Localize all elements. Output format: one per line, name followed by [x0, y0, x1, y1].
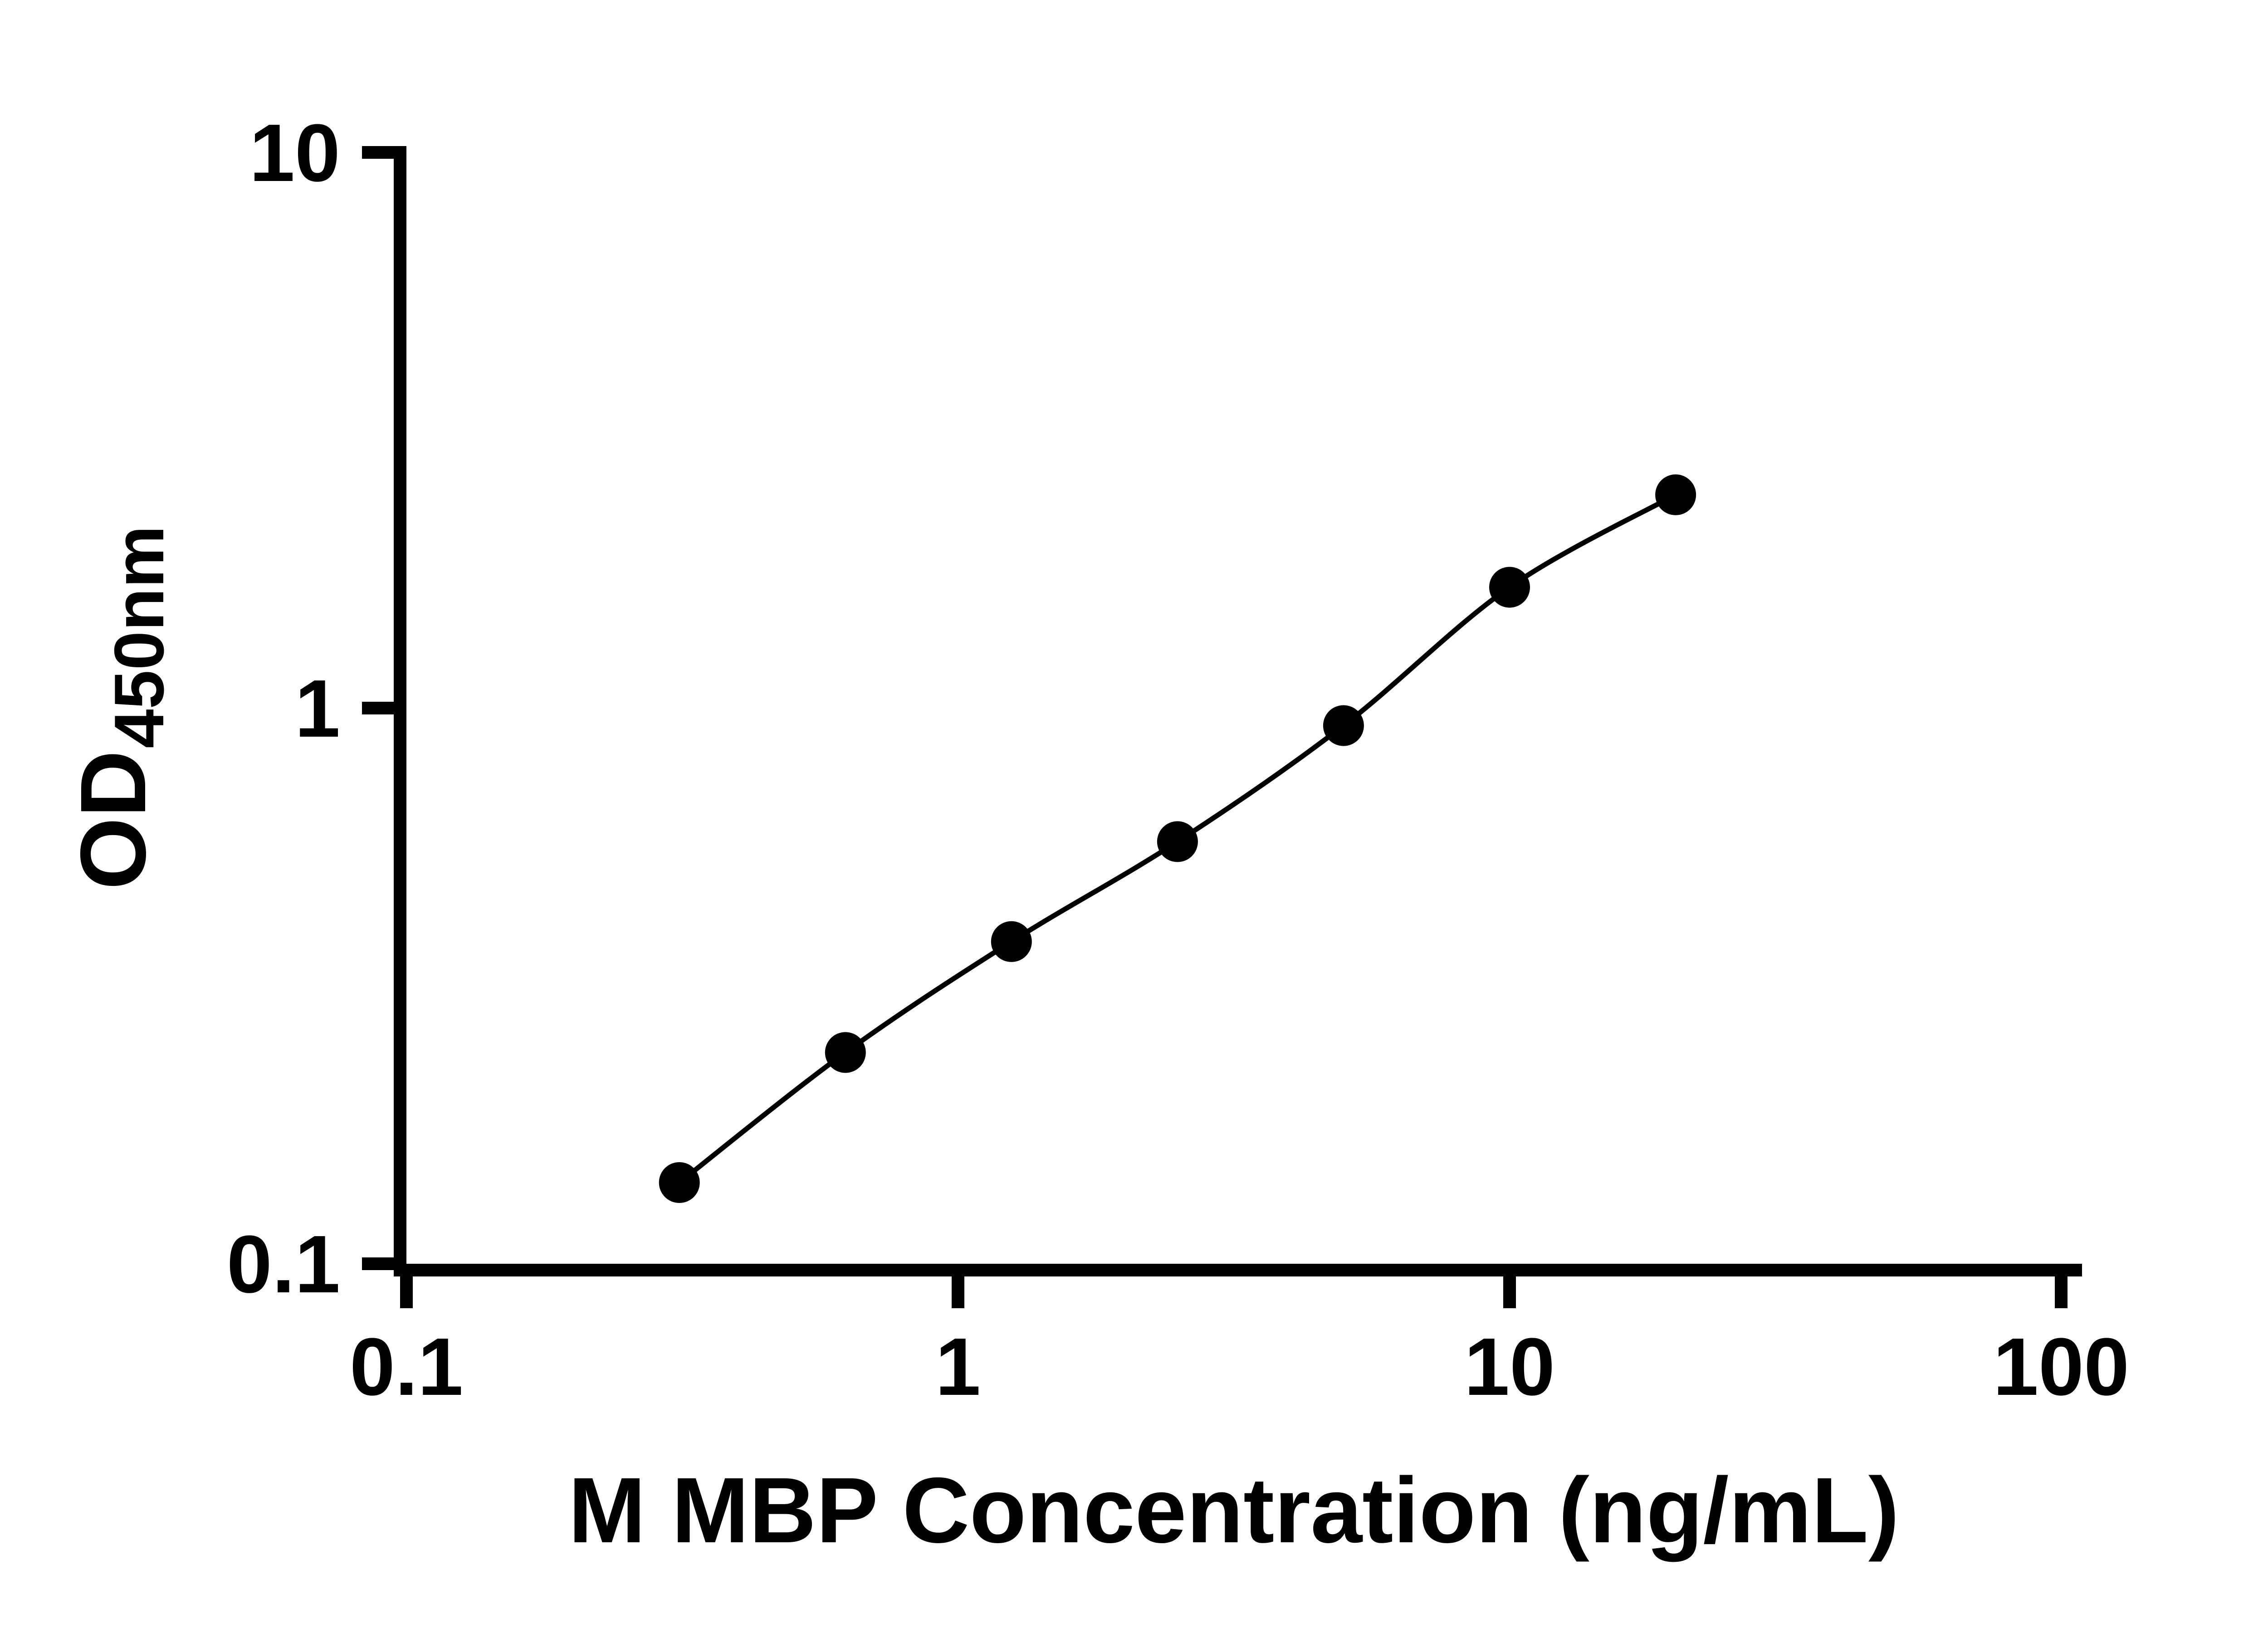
- x-tick-label-1: 1: [935, 1321, 981, 1413]
- data-point: [825, 1032, 866, 1073]
- x-tick-labels: 0.1 1 10 100: [350, 1321, 2129, 1413]
- x-tick-label-10: 10: [1464, 1321, 1555, 1413]
- y-axis-label: OD 450nm: [61, 525, 178, 890]
- data-point: [1655, 474, 1696, 515]
- x-axis-label: M MBP Concentration (ng/mL): [568, 1458, 1899, 1562]
- y-tick-labels: 10 1 0.1: [227, 108, 340, 1310]
- y-tick-label-0.1: 0.1: [227, 1219, 340, 1310]
- y-axis-label-subscript: 450nm: [100, 525, 178, 748]
- y-tick-label-1: 1: [295, 663, 340, 754]
- x-tick-label-100: 100: [1993, 1321, 2129, 1413]
- data-point: [1489, 567, 1530, 608]
- plot-layer: [659, 474, 1696, 1203]
- data-point: [659, 1162, 700, 1203]
- y-axis-label-main: OD: [61, 750, 165, 890]
- data-point: [991, 921, 1032, 962]
- x-tick-label-0.1: 0.1: [350, 1321, 463, 1413]
- data-point: [1323, 705, 1364, 746]
- axes: [362, 146, 2082, 1308]
- y-tick-label-10: 10: [249, 108, 340, 199]
- data-point: [1157, 821, 1198, 862]
